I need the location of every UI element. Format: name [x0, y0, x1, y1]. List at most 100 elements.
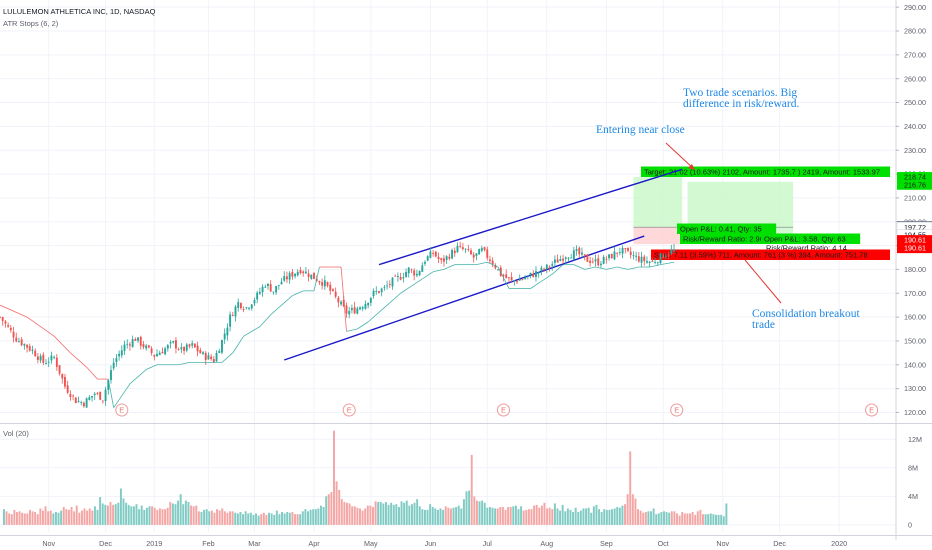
- candle-body: [567, 257, 570, 259]
- candle-body: [126, 343, 129, 345]
- candle: [556, 254, 559, 263]
- candle-body: [475, 253, 478, 256]
- candle: [231, 311, 234, 317]
- risk-reward-label-2: Risk/Reward Ratio: 4.14: [766, 244, 847, 253]
- candle-body: [256, 292, 259, 300]
- volume-bar: [465, 491, 468, 525]
- volume-bar: [296, 514, 299, 525]
- candle-body: [524, 277, 527, 279]
- candle-body: [12, 331, 15, 338]
- candle-body: [237, 302, 240, 308]
- candle: [375, 286, 378, 295]
- candle-body: [120, 350, 123, 356]
- volume-bar: [655, 514, 658, 525]
- candle: [80, 400, 83, 406]
- volume-bar: [626, 494, 629, 525]
- chart-title: LULULEMON ATHLETICA INC, 1D, NASDAQ: [3, 7, 156, 16]
- volume-bar: [96, 509, 99, 525]
- volume-bar: [408, 505, 411, 525]
- candle: [380, 287, 383, 297]
- volume-bar: [130, 506, 133, 525]
- candle: [164, 346, 167, 356]
- x-tick-label: Feb: [202, 539, 214, 548]
- candle-body: [229, 314, 232, 327]
- candle: [36, 352, 39, 364]
- atr-segment: [26, 316, 55, 337]
- candle-body: [526, 275, 529, 277]
- volume-bar: [187, 502, 190, 525]
- x-tick-label: Dec: [99, 539, 112, 548]
- candle-body: [334, 291, 337, 297]
- stop-label-text: Stop: 7.11 (3.59%) 711, Amount: 761 (3 %…: [654, 251, 868, 260]
- candle-body: [461, 247, 464, 250]
- volume-bar: [416, 499, 419, 525]
- target-zone-1: [633, 177, 683, 228]
- x-tick-label: Mar: [248, 539, 261, 548]
- candle-body: [66, 385, 69, 393]
- candle-body: [597, 258, 600, 266]
- candle-body: [459, 245, 462, 247]
- candle: [150, 346, 153, 356]
- volume-bar: [229, 511, 232, 525]
- volume-bar: [122, 498, 125, 525]
- volume-bar: [101, 503, 104, 525]
- volume-bar: [689, 513, 691, 525]
- candle-body: [269, 284, 272, 292]
- candle-body: [323, 280, 326, 287]
- y-tick-label: 230.00: [904, 146, 926, 155]
- candle: [445, 255, 448, 264]
- volume-bar: [184, 500, 187, 525]
- candle: [616, 252, 619, 258]
- candle-body: [285, 276, 288, 280]
- candle: [45, 359, 47, 365]
- candle-body: [275, 285, 278, 293]
- candle: [9, 324, 12, 333]
- candle: [583, 254, 586, 261]
- candle: [158, 350, 161, 356]
- candle: [564, 256, 567, 264]
- candle-body: [42, 354, 45, 363]
- volume-bar: [164, 509, 167, 525]
- atr-segment: [433, 269, 445, 273]
- volume-bar: [660, 512, 663, 525]
- atr-segment: [400, 285, 412, 294]
- volume-bar: [343, 502, 346, 525]
- candle: [494, 263, 497, 270]
- price-axis-badge-text: 218.74: [904, 173, 926, 182]
- candle-body: [4, 321, 7, 324]
- volume-bar: [41, 510, 44, 525]
- candle: [264, 284, 267, 289]
- volume-bar: [400, 501, 403, 525]
- candle: [637, 252, 640, 263]
- candle: [61, 373, 64, 384]
- atr-segment: [476, 261, 488, 266]
- volume-bar: [444, 506, 447, 525]
- candle: [229, 311, 232, 332]
- candle: [267, 282, 269, 290]
- volume-bar: [608, 509, 611, 525]
- candle-body: [405, 272, 407, 277]
- candle: [91, 395, 93, 402]
- candle: [134, 337, 137, 341]
- volume-bar: [540, 505, 543, 525]
- volume-bar: [390, 502, 393, 525]
- candle: [646, 256, 648, 264]
- price-axis-badge-text: 216.76: [904, 180, 926, 189]
- candle: [337, 296, 340, 308]
- volume-bar: [712, 514, 715, 525]
- candle: [518, 274, 521, 281]
- candle-body: [391, 277, 394, 287]
- candle: [610, 253, 613, 259]
- candle-body: [575, 249, 578, 251]
- candle-body: [434, 251, 437, 257]
- volume-bar: [491, 507, 494, 525]
- volume-bar: [361, 510, 364, 525]
- candle: [521, 277, 524, 281]
- candle: [627, 247, 629, 253]
- volume-bar: [158, 508, 161, 525]
- candle-body: [513, 280, 516, 282]
- candle-body: [521, 279, 524, 281]
- candle-body: [242, 309, 245, 310]
- candle-body: [497, 269, 500, 271]
